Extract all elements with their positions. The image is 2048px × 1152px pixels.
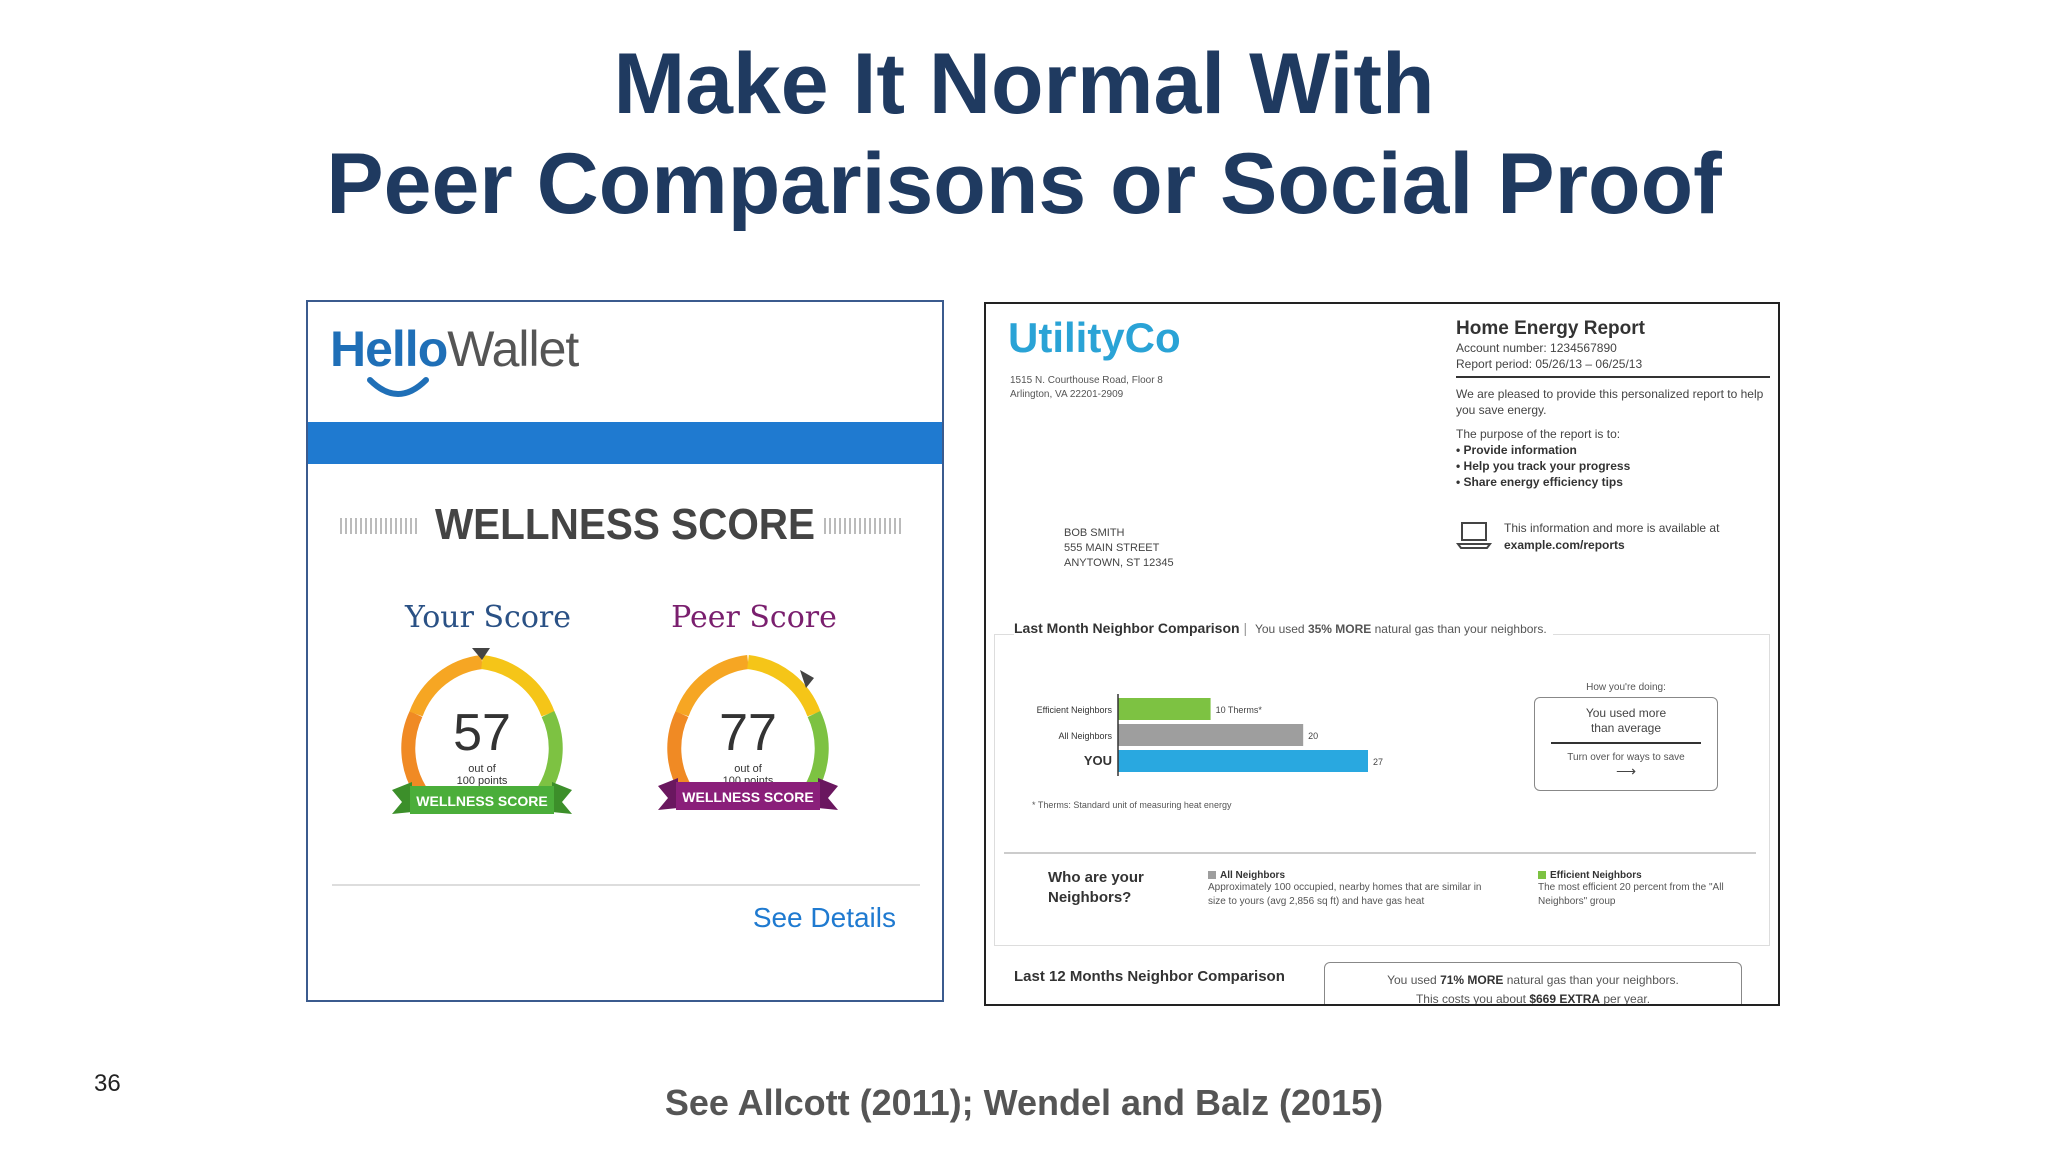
arrow-right-icon: ⟶: [1615, 762, 1637, 779]
peer-score-gauge: 77 out of 100 points WELLNESS SCORE: [658, 655, 838, 810]
who-are-neighbors: Who are your Neighbors?: [1048, 868, 1144, 908]
last-month-comparison-header: Last Month Neighbor Comparison | You use…: [1014, 620, 1553, 636]
comparison-title: Last Month Neighbor Comparison: [1014, 620, 1240, 636]
data-label: 20: [1308, 731, 1318, 741]
who-line-1: Who are your: [1048, 869, 1144, 886]
comparison-sub-post: natural gas than your neighbors.: [1371, 622, 1547, 636]
smile-icon: [367, 377, 429, 397]
purpose-bullet-1: • Provide information: [1456, 442, 1577, 457]
l12-line1-post: natural gas than your neighbors.: [1503, 973, 1679, 987]
last-12-months-box: You used 71% MORE natural gas than your …: [1324, 962, 1742, 1006]
how-main-line-1: You used more: [1585, 706, 1667, 720]
how-main-line-2: than average: [1590, 721, 1662, 735]
address-line-2: Arlington, VA 22201-2909: [1010, 389, 1124, 400]
last-12-months-title: Last 12 Months Neighbor Comparison: [1014, 968, 1285, 985]
decorative-ticks-left: [340, 518, 420, 534]
l12-line2-post: per year.: [1600, 992, 1651, 1006]
all-neighbors-swatch: [1208, 871, 1216, 880]
bar-you: [1118, 750, 1368, 772]
address-line-1: 1515 N. Courthouse Road, Floor 8: [1010, 375, 1163, 386]
l12-line-1: You used 71% MORE natural gas than your …: [1325, 971, 1741, 990]
header-band: [308, 422, 942, 464]
purpose-bullet-2: • Help you track your progress: [1456, 458, 1631, 473]
slide-title-line1: Make It Normal With: [613, 36, 1435, 132]
l12-line-2: This costs you about $669 EXTRA per year…: [1325, 990, 1741, 1006]
comparison-subtitle: You used 35% MORE natural gas than your …: [1255, 622, 1547, 636]
your-score-gauge: 57 out of 100 points WELLNESS SCORE: [392, 648, 572, 814]
how-label: How you're doing:: [1586, 682, 1666, 693]
slide-number: 36: [94, 1070, 121, 1097]
report-intro: We are pleased to provide this personali…: [1456, 386, 1764, 417]
logo-wallet: Wallet: [447, 321, 579, 377]
utilityco-report-panel: UtilityCo 1515 N. Courthouse Road, Floor…: [984, 302, 1780, 1006]
peer-score-pointer-icon: [800, 670, 814, 688]
see-details-link[interactable]: See Details: [752, 902, 896, 933]
online-info: This information and more is available a…: [1456, 520, 1770, 555]
neighbors-rule: [1004, 852, 1756, 854]
efficient-neighbors-desc: The most efficient 20 percent from the "…: [1538, 882, 1724, 907]
purpose-text: The purpose of the report is to:: [1456, 426, 1621, 441]
account-number: Account number: 1234567890: [1456, 341, 1617, 355]
comparison-sub-pre: You used: [1254, 622, 1308, 636]
all-neighbors-desc: Approximately 100 occupied, nearby homes…: [1208, 882, 1482, 907]
company-address: 1515 N. Courthouse Road, Floor 8 Arlingt…: [1010, 374, 1163, 402]
how-sub: Turn over for ways to save: [1567, 751, 1685, 763]
recipient-line-3: ANYTOWN, ST 12345: [1064, 557, 1174, 569]
how-youre-doing: How you're doing: You used more than ave…: [1534, 682, 1718, 791]
purpose-bullet-3: • Share energy efficiency tips: [1456, 474, 1623, 489]
how-rule: [1551, 742, 1701, 744]
neighbor-comparison-chart: Efficient Neighbors 10 Therms* All Neighbo…: [1032, 694, 1383, 810]
your-score-value: 57: [453, 704, 511, 762]
l12-line2-pre: This costs you about: [1415, 992, 1530, 1006]
peer-score-ribbon: WELLNESS SCORE: [682, 789, 813, 805]
how-box: You used more than average Turn over for…: [1534, 697, 1718, 791]
logo-hello: Hello: [330, 321, 448, 377]
efficient-neighbors-swatch: [1538, 871, 1546, 880]
comparison-sub-bold: 35% MORE: [1307, 622, 1372, 636]
your-score-label: Your Score: [405, 600, 571, 635]
citation: See Allcott (2011); Wendel and Balz (201…: [664, 1082, 1384, 1123]
report-period: Report period: 05/26/13 – 06/25/13: [1456, 357, 1643, 371]
l12-line1-bold: 71% MORE: [1440, 973, 1504, 987]
hellowallet-panel: HelloWallet WELLNESS SCORE Your Score Pe…: [306, 300, 944, 1002]
slide-title-line2: Peer Comparisons or Social Proof: [326, 136, 1722, 232]
l12-line1-pre: You used: [1387, 973, 1441, 987]
peer-score-value: 77: [719, 704, 777, 762]
all-neighbors-head: All Neighbors: [1220, 870, 1286, 881]
recipient-line-2: 555 MAIN STREET: [1064, 542, 1160, 554]
l12-line2-bold: $669 EXTRA: [1529, 992, 1601, 1006]
online-text-block: This information and more is available a…: [1504, 520, 1719, 554]
report-header: Home Energy Report Account number: 12345…: [1456, 318, 1770, 490]
chart-footnote: * Therms: Standard unit of measuring hea…: [1032, 800, 1232, 810]
efficient-neighbors-head: Efficient Neighbors: [1550, 870, 1642, 881]
category-label: All Neighbors: [1058, 731, 1112, 741]
data-label: 10 Therms*: [1216, 705, 1263, 715]
efficient-neighbors-legend: Efficient Neighbors The most efficient 2…: [1538, 870, 1738, 909]
peer-score-caption-1: out of: [734, 763, 762, 775]
decorative-ticks-right: [824, 518, 904, 534]
who-line-2: Neighbors?: [1048, 889, 1132, 906]
wellness-score-heading: WELLNESS SCORE: [434, 500, 816, 549]
all-neighbors-legend: All Neighbors Approximately 100 occupied…: [1208, 870, 1498, 909]
data-label: 27: [1373, 757, 1383, 767]
laptop-icon: [1456, 522, 1492, 549]
peer-score-label: Peer Score: [671, 600, 837, 635]
your-score-pointer-icon: [472, 648, 490, 660]
report-title: Home Energy Report: [1456, 318, 1645, 339]
category-label: Efficient Neighbors: [1037, 705, 1113, 715]
hellowallet-logo: HelloWallet: [330, 320, 579, 378]
divider: [332, 884, 920, 886]
your-score-caption-2: 100 points: [457, 775, 508, 787]
header-rule: [1456, 376, 1770, 378]
bar-all-neighbors: [1118, 724, 1304, 746]
bar-efficient-neighbors: [1118, 698, 1211, 720]
your-score-ribbon: WELLNESS SCORE: [416, 793, 547, 809]
your-score-caption-1: out of: [468, 763, 496, 775]
category-label: YOU: [1084, 753, 1112, 768]
online-url-link[interactable]: example.com/reports: [1504, 538, 1625, 552]
recipient-line-1: BOB SMITH: [1064, 527, 1125, 539]
online-text: This information and more is available a…: [1504, 521, 1720, 535]
recipient-address: BOB SMITH 555 MAIN STREET ANYTOWN, ST 12…: [1064, 526, 1174, 571]
utilityco-logo: UtilityCo: [1008, 314, 1181, 361]
